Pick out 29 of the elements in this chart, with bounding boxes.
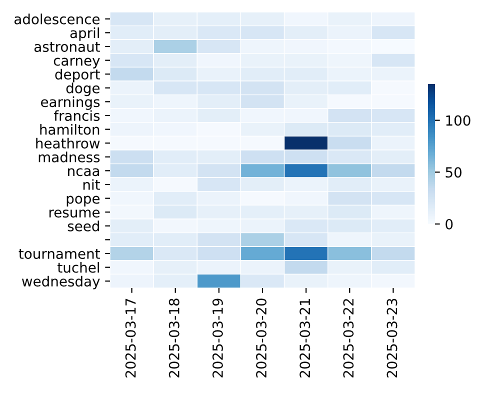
y-tick-label: resume: [49, 210, 100, 218]
y-tick-label: adolescence: [14, 14, 100, 24]
color-bar-label: 50: [446, 167, 462, 178]
x-tick-label: 2025-03-19: [212, 298, 223, 378]
x-tick-label: 2025-03-21: [300, 299, 310, 378]
y-tick-label: ncaa: [68, 168, 100, 176]
y-tick-label: pope: [66, 196, 100, 206]
x-tick-label: 2025-03-20: [256, 298, 267, 378]
y-tick-label: francis: [54, 110, 100, 121]
y-tick-label: april: [70, 27, 99, 41]
y-tick-label: nit: [83, 179, 100, 190]
y-tick-label: wednesday: [22, 276, 100, 290]
x-tick-label: 2025-03-22: [343, 299, 354, 378]
y-tick-label: seed: [68, 220, 100, 232]
y-tick-label: madness: [38, 152, 100, 162]
y-tick-label: tuchel: [58, 262, 99, 273]
color-bar-label: 100: [446, 115, 470, 126]
x-tick-label: 2025-03-17: [125, 298, 136, 378]
y-tick-label: heathrow: [36, 138, 100, 149]
x-tick-label: 2025-03-18: [168, 298, 180, 378]
y-tick-label: tournament: [18, 249, 100, 259]
color-bar-label: 0: [446, 218, 453, 230]
y-tick-label: hamilton: [40, 124, 100, 135]
x-tick-label: 2025-03-23: [386, 298, 398, 378]
y-tick-label: astronaut: [34, 42, 100, 52]
y-tick-label: carney: [54, 58, 100, 68]
y-tick-label: deport: [55, 68, 100, 82]
y-tick-label: earnings: [41, 96, 100, 110]
y-tick-label: doge: [66, 82, 100, 96]
